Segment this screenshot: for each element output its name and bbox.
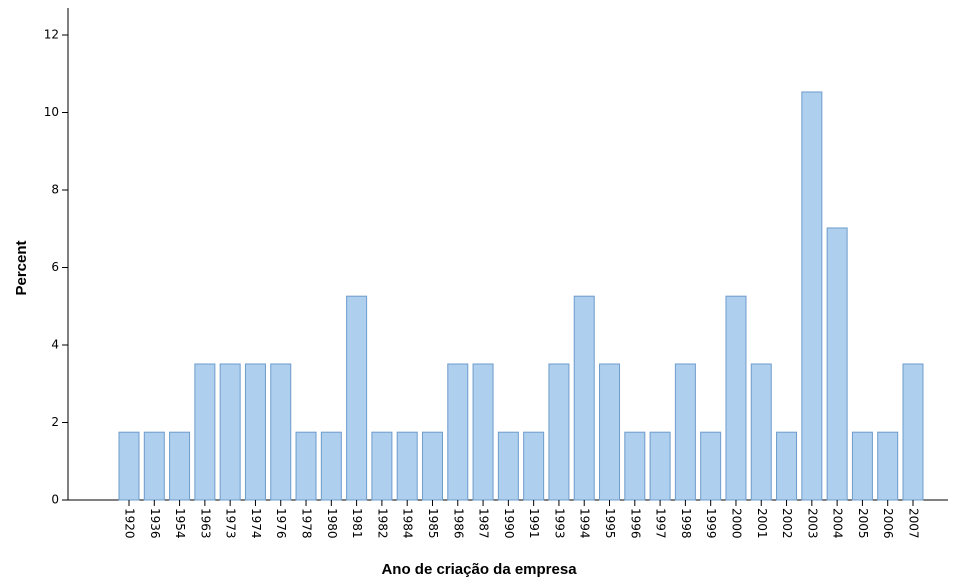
x-tick-label: 1936 [148, 508, 162, 539]
bar [624, 431, 646, 501]
x-tick-label: 1995 [603, 508, 617, 539]
x-tick-label: 1987 [477, 508, 491, 539]
y-tick-label: 12 [44, 28, 59, 42]
bar [649, 431, 671, 501]
bar [447, 363, 469, 501]
y-tick-label: 0 [51, 493, 59, 507]
y-tick-label: 4 [51, 338, 59, 352]
bar [674, 363, 696, 501]
y-tick-label: 2 [51, 415, 59, 429]
bar [270, 363, 292, 501]
x-tick-label: 1920 [123, 508, 137, 539]
x-tick-label: 1990 [502, 508, 516, 539]
y-axis-title: Percent [13, 240, 30, 295]
x-tick-label: 1963 [198, 508, 212, 539]
bar [346, 295, 368, 501]
bar [169, 431, 191, 501]
bar [219, 363, 241, 501]
x-tick-label: 1982 [375, 508, 389, 539]
x-tick-label: 1994 [578, 508, 592, 539]
bar [851, 431, 873, 501]
bar [548, 363, 570, 501]
bar [143, 431, 165, 501]
bar [371, 431, 393, 501]
bar [244, 363, 266, 501]
x-tick-label: 1978 [300, 508, 314, 539]
x-tick-label: 2004 [831, 508, 845, 539]
x-tick-label: 1976 [274, 508, 288, 539]
bar [320, 431, 342, 501]
bar [826, 227, 848, 501]
x-tick-label: 1999 [704, 508, 718, 539]
x-tick-label: 2003 [805, 508, 819, 539]
x-tick-label: 1991 [527, 508, 541, 539]
bar [801, 91, 823, 501]
x-tick-label: 1996 [628, 508, 642, 539]
x-tick-label: 1998 [679, 508, 693, 539]
x-tick-label: 2001 [755, 508, 769, 539]
x-tick-label: 1997 [654, 508, 668, 539]
x-axis-title: Ano de criação da empresa [381, 561, 577, 578]
bar [750, 363, 772, 501]
x-tick-label: 1981 [350, 508, 364, 539]
x-tick-label: 2006 [881, 508, 895, 539]
y-tick-label: 6 [51, 260, 59, 274]
bar [599, 363, 621, 501]
x-tick-label: 1954 [173, 508, 187, 539]
bar [118, 431, 140, 501]
bar [295, 431, 317, 501]
bar [700, 431, 722, 501]
x-tick-label: 1993 [552, 508, 566, 539]
bar [497, 431, 519, 501]
x-tick-label: 1986 [451, 508, 465, 539]
bar [523, 431, 545, 501]
x-tick-label: 1984 [401, 508, 415, 539]
x-tick-label: 1980 [325, 508, 339, 539]
bar [396, 431, 418, 501]
x-tick-label: 2000 [729, 508, 743, 539]
bar [902, 363, 924, 501]
bar [194, 363, 216, 501]
y-tick-label: 8 [51, 183, 59, 197]
bar [472, 363, 494, 501]
bar [573, 295, 595, 501]
bar [725, 295, 747, 501]
y-tick-label: 10 [44, 105, 59, 119]
bar [776, 431, 798, 501]
x-tick-label: 1974 [249, 508, 263, 539]
x-tick-label: 1985 [426, 508, 440, 539]
x-tick-label: 2007 [907, 508, 921, 539]
bar [877, 431, 899, 501]
x-tick-label: 1973 [224, 508, 238, 539]
x-tick-label: 2002 [780, 508, 794, 539]
x-tick-label: 2005 [856, 508, 870, 539]
bar [421, 431, 443, 501]
